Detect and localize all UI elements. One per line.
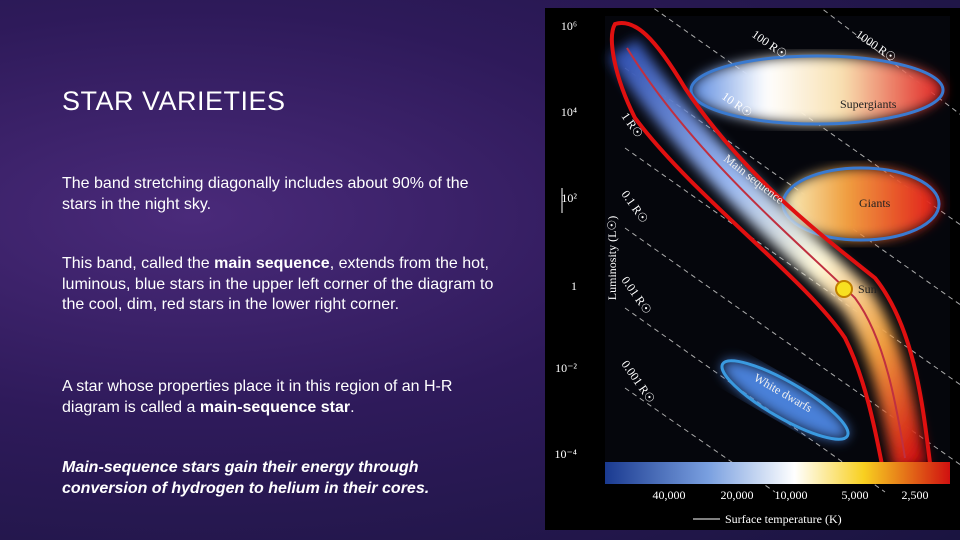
region-label: Giants (859, 196, 891, 210)
y-tick-label: 10² (561, 191, 577, 205)
region-label: Supergiants (840, 97, 897, 111)
x-tick-label: 20,000 (721, 488, 754, 502)
text: A star whose properties place it in this… (62, 378, 453, 416)
text: The band stretching diagonally includes … (62, 175, 469, 213)
text: Main-sequence stars gain their energy th… (62, 459, 430, 497)
bold-text: main-sequence star (199, 398, 351, 416)
bold-text: main sequence (214, 255, 330, 272)
y-tick-label: 10⁴ (561, 105, 577, 119)
y-tick-label: 10⁻⁴ (554, 447, 577, 461)
region-outline (781, 166, 941, 242)
text: , extends from the hot, luminous, blue s… (62, 255, 494, 313)
sun-marker (835, 280, 853, 298)
supergiants-region (691, 56, 943, 124)
hr-diagram: 10⁶ 10⁴ 10² 1 10⁻² 10⁻⁴ Luminosity (L☉) … (545, 8, 960, 530)
x-tick-label: 40,000 (653, 488, 686, 502)
paragraph: The band stretching diagonally includes … (62, 174, 502, 215)
text: This band, called the (62, 255, 215, 272)
giants-region (783, 168, 939, 240)
x-tick-label: 10,000 (775, 488, 808, 502)
paragraph: This band, called the main sequence, ext… (62, 254, 502, 316)
paragraph: Main-sequence stars gain their energy th… (62, 458, 502, 499)
paragraph: A star whose properties place it in this… (62, 377, 502, 418)
x-tick-label: 5,000 (842, 488, 869, 502)
text: . (350, 398, 355, 416)
y-axis-label: Luminosity (L☉) (605, 216, 619, 300)
temperature-color-bar (605, 462, 950, 484)
y-tick-label: 10⁶ (561, 19, 577, 33)
slide-title: STAR VARIETIES (62, 86, 286, 116)
y-tick-label: 10⁻² (555, 361, 577, 375)
white-dwarfs-region (722, 360, 848, 440)
x-tick-label: 2,500 (902, 488, 929, 502)
sun-label: Sun (858, 282, 877, 296)
region-outline (720, 359, 850, 441)
region-outline (689, 54, 945, 126)
y-tick-label: 1 (571, 279, 577, 293)
x-axis-label: Surface temperature (K) (725, 512, 842, 526)
